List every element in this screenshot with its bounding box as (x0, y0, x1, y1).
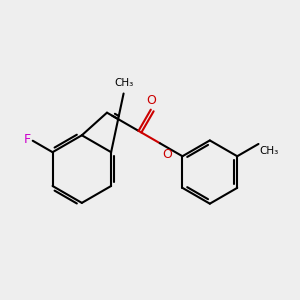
Text: CH₃: CH₃ (260, 146, 279, 156)
Text: O: O (146, 94, 156, 107)
Text: F: F (23, 133, 31, 146)
Text: O: O (162, 148, 172, 160)
Text: CH₃: CH₃ (114, 78, 133, 88)
